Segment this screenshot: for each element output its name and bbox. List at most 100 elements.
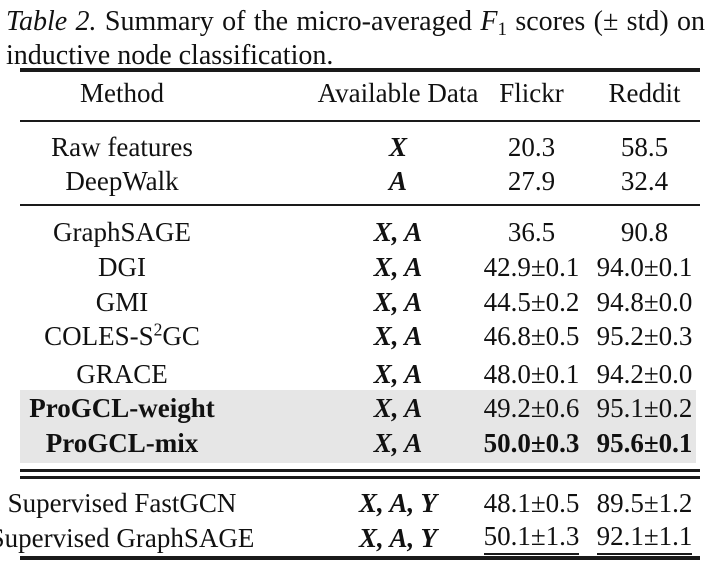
available-data-cell: X [282,129,474,165]
table-row-supervised-fastgcn: Supervised FastGCN X, A, Y 48.1±0.5 89.5… [8,485,700,521]
reddit-value: 95.1±0.2 [596,392,693,423]
flickr-cell: 20.3 [474,129,589,165]
available-data-cell: X, A [282,214,474,250]
reddit-cell: 32.4 [589,163,700,199]
flickr-cell: 50.1±1.3 [474,520,589,556]
method-cell: DeepWalk [20,163,282,199]
f1-letter: F [480,6,498,37]
method-cell: GRACE [20,356,282,392]
available-data-value: X [388,131,407,162]
available-data-value: X, A [373,427,423,458]
flickr-cell: 27.9 [474,163,589,199]
method-cell: Supervised GraphSAGE [0,520,282,556]
available-data-cell: X, A [282,318,474,354]
method-label: DeepWalk [65,165,179,196]
table-row-progcl-weight: ProGCL-weight X, A 49.2±0.6 95.1±0.2 [20,390,700,426]
reddit-cell: 94.8±0.0 [589,284,700,320]
available-data-cell: X, A, Y [282,485,474,521]
progcl-highlight-band [20,390,696,463]
method-cell: ProGCL-mix [20,425,282,461]
flickr-cell: 48.1±0.5 [474,485,589,521]
caption-text-after-f1: scores (± std) on [515,6,706,37]
reddit-value: 95.2±0.3 [596,320,693,351]
flickr-header-label: Flickr [499,77,564,108]
available-data-header-cell: Available Data [282,75,479,111]
flickr-cell: 42.9±0.1 [474,249,589,285]
method-cell: GMI [20,284,282,320]
reddit-value: 94.2±0.0 [596,358,693,389]
available-data-value: X, A [373,320,423,351]
table-bottom-rule [20,556,700,560]
flickr-cell: 50.0±0.3 [474,425,589,461]
flickr-header-cell: Flickr [474,75,589,111]
flickr-cell: 48.0±0.1 [474,356,589,392]
reddit-cell: 94.2±0.0 [589,356,700,392]
reddit-cell: 58.5 [589,129,700,165]
method-label: GMI [95,286,149,317]
flickr-value: 42.9±0.1 [483,251,580,282]
reddit-header-label: Reddit [608,77,681,108]
caption-text-before-f1: Summary of the micro-averaged [104,6,473,37]
reddit-cell: 95.1±0.2 [589,390,700,426]
method-label: Raw features [51,131,193,162]
flickr-cell: 44.5±0.2 [474,284,589,320]
reddit-value: 58.5 [620,131,669,162]
available-data-value: X, A, Y [358,487,438,518]
available-data-value: X, A [373,286,423,317]
method-label: GRACE [76,358,168,389]
caption-f1-symbol: F1 [480,6,507,40]
method-header-label: Method [80,77,164,108]
flickr-value: 20.3 [507,131,556,162]
method-label: ProGCL-weight [29,392,215,423]
reddit-cell: 94.0±0.1 [589,249,700,285]
table-row-deepwalk: DeepWalk A 27.9 32.4 [20,163,700,199]
double-rule-bottom [20,476,700,479]
flickr-value: 27.9 [507,165,556,196]
flickr-cell: 46.8±0.5 [474,318,589,354]
method-superscript: 2 [153,318,163,339]
caption-label: Table 2. [6,6,97,37]
method-suffix: GC [162,320,200,351]
available-data-cell: X, A [282,390,474,426]
table-row-raw-features: Raw features X 20.3 58.5 [20,129,700,165]
flickr-value: 48.0±0.1 [483,358,580,389]
method-prefix: COLES-S [44,320,154,351]
available-data-value: X, A, Y [358,522,438,553]
reddit-cell: 95.6±0.1 [589,425,700,461]
method-label: Supervised GraphSAGE [0,522,255,553]
reddit-cell: 89.5±1.2 [589,485,700,521]
available-data-header-label: Available Data [317,77,479,108]
available-data-value: X, A [373,392,423,423]
method-header-cell: Method [20,75,282,111]
available-data-value: X, A [373,358,423,389]
method-label: GraphSAGE [53,216,191,247]
reddit-cell: 92.1±1.1 [589,520,700,556]
available-data-value: X, A [373,251,423,282]
flickr-value: 36.5 [507,216,556,247]
available-data-cell: X, A [282,425,474,461]
table-row-dgi: DGI X, A 42.9±0.1 94.0±0.1 [20,249,700,285]
method-label: COLES-S2GC [44,318,200,352]
table-row-coles-s2gc: COLES-S2GC X, A 46.8±0.5 95.2±0.3 [20,318,700,354]
f1-subscript: 1 [497,18,507,40]
method-cell: Supervised FastGCN [8,485,282,521]
method-cell: DGI [20,249,282,285]
flickr-value: 44.5±0.2 [483,286,580,317]
caption-line-1: Table 2. Summary of the micro-averaged F… [6,5,705,39]
available-data-cell: X, A [282,249,474,285]
available-data-cell: X, A [282,284,474,320]
method-cell: COLES-S2GC [20,318,282,354]
table-row-grace: GRACE X, A 48.0±0.1 94.2±0.0 [20,356,700,392]
reddit-value: 94.8±0.0 [596,286,693,317]
flickr-value: 50.0±0.3 [483,427,580,458]
flickr-value: 50.1±1.3 [483,521,580,555]
table-top-rule [20,68,700,72]
flickr-value: 46.8±0.5 [483,320,580,351]
method-cell: GraphSAGE [20,214,282,250]
reddit-value: 90.8 [620,216,669,247]
table-row-supervised-graphsage: Supervised GraphSAGE X, A, Y 50.1±1.3 92… [0,520,700,556]
available-data-cell: A [282,163,474,199]
reddit-value: 32.4 [620,165,669,196]
flickr-value: 49.2±0.6 [483,392,580,423]
flickr-value: 48.1±0.5 [483,487,580,518]
